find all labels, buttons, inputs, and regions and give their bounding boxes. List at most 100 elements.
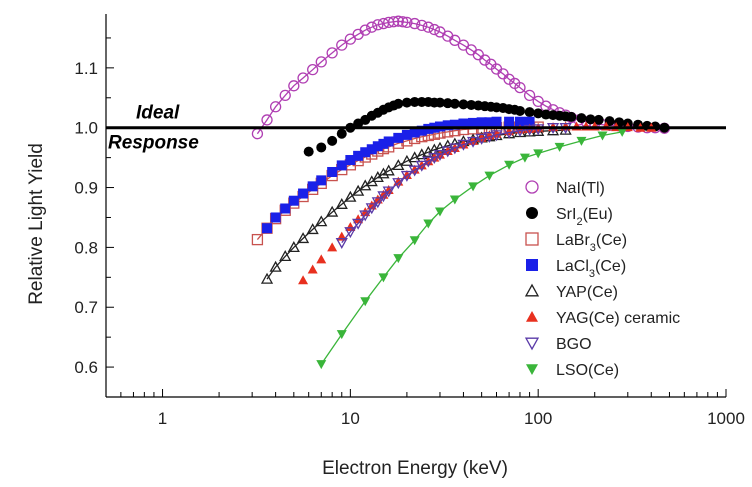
- point-lacl3-ce: [353, 150, 364, 161]
- point-yap-ce: [377, 167, 390, 179]
- point-lso-ce: [393, 254, 404, 264]
- point-lso-ce: [617, 127, 628, 137]
- point-bgo: [352, 218, 365, 230]
- y-tick-label: 1.1: [74, 59, 98, 78]
- point-lacl3-ce: [366, 144, 377, 155]
- point-bgo: [382, 186, 395, 198]
- y-tick-label: 1.0: [74, 119, 98, 138]
- point-bgo: [365, 203, 378, 215]
- point-yap-ce: [392, 159, 405, 171]
- point-nai-tl: [288, 80, 300, 92]
- point-nai-tl: [279, 89, 291, 102]
- point-lacl3-ce: [468, 117, 479, 128]
- point-bgo: [532, 124, 545, 136]
- point-sri2-eu: [593, 114, 604, 125]
- point-yag-ce-ceramic: [298, 275, 309, 285]
- point-sri2-eu: [303, 146, 314, 157]
- point-lacl3-ce: [409, 127, 420, 138]
- point-sri2-eu: [576, 113, 587, 124]
- point-nai-tl: [392, 15, 404, 27]
- point-yap-ce: [296, 232, 310, 244]
- point-bgo: [523, 124, 536, 136]
- point-nai-tl: [307, 64, 319, 76]
- point-yap-ce: [269, 260, 282, 272]
- ideal-response-label-line2: Response: [108, 133, 199, 154]
- point-lacl3-ce: [345, 155, 356, 166]
- data-marks: [251, 15, 671, 370]
- point-lso-ce: [533, 149, 544, 159]
- point-lacl3-ce: [458, 118, 469, 129]
- point-lso-ce: [597, 131, 608, 141]
- point-bgo: [490, 130, 503, 142]
- y-axis-title: Relative Light Yield: [26, 143, 47, 305]
- point-nai-tl: [372, 19, 384, 31]
- point-lso-ce: [519, 153, 530, 163]
- legend-marker-labr3-ce: [525, 232, 539, 246]
- point-bgo: [359, 210, 372, 222]
- point-lacl3-ce: [416, 125, 427, 136]
- legend-item-nai-tl: NaI(Tl): [525, 180, 605, 197]
- point-sri2-eu: [458, 99, 469, 110]
- point-lacl3-ce: [288, 195, 299, 206]
- legend-item-lacl3-ce: LaCl3(Ce): [526, 258, 626, 280]
- y-tick-label: 0.8: [74, 238, 98, 257]
- point-nai-tl: [297, 72, 309, 84]
- point-yap-ce: [382, 164, 395, 176]
- point-lacl3-ce: [491, 116, 502, 127]
- legend-marker-lacl3-ce: [526, 259, 538, 271]
- point-lacl3-ce: [372, 141, 383, 152]
- point-bgo: [483, 132, 496, 144]
- point-yap-ce: [344, 190, 357, 202]
- point-sri2-eu: [566, 111, 577, 122]
- legend-item-lso-ce: LSO(Ce): [526, 362, 619, 379]
- point-lacl3-ce: [504, 116, 515, 127]
- point-yag-ce-ceramic: [316, 254, 327, 264]
- legend-item-labr3-ce: LaBr3(Ce): [525, 232, 627, 254]
- point-lso-ce: [504, 160, 515, 170]
- point-nai-tl: [326, 47, 338, 59]
- point-lacl3-ce: [316, 175, 327, 186]
- series-lacl3-ce: [262, 116, 535, 234]
- point-lso-ce: [378, 273, 389, 283]
- point-nai-tl: [401, 16, 413, 29]
- point-lacl3-ce: [393, 132, 404, 143]
- legend-label-labr3-ce: LaBr3(Ce): [556, 232, 627, 254]
- legend-item-sri2-eu: SrI2(Eu): [526, 206, 613, 228]
- legend-marker-lso-ce: [526, 364, 538, 375]
- legend-item-bgo: BGO: [524, 336, 592, 353]
- point-lso-ce: [554, 142, 565, 152]
- point-lso-ce: [468, 182, 479, 192]
- point-nai-tl: [428, 23, 440, 36]
- point-sri2-eu: [449, 98, 460, 109]
- point-lacl3-ce: [280, 203, 291, 214]
- point-lacl3-ce: [401, 129, 412, 140]
- point-lso-ce: [423, 219, 434, 229]
- point-yap-ce: [287, 241, 300, 253]
- y-tick-label: 0.7: [74, 298, 98, 317]
- point-sri2-eu: [316, 142, 327, 153]
- fit-line-lso-ce: [320, 131, 623, 365]
- point-yap-ce: [315, 215, 328, 227]
- x-tick-label: 10: [341, 409, 360, 428]
- point-lso-ce: [484, 171, 495, 181]
- point-yap-ce: [400, 154, 414, 166]
- x-tick-label: 100: [524, 409, 552, 428]
- point-bgo: [441, 146, 454, 158]
- point-lacl3-ce: [442, 120, 453, 131]
- point-bgo: [457, 139, 470, 151]
- legend-label-bgo: BGO: [556, 336, 592, 353]
- point-yap-ce: [352, 184, 365, 196]
- legend-marker-sri2-eu: [526, 207, 538, 219]
- y-tick-label: 0.9: [74, 179, 98, 198]
- point-sri2-eu: [533, 108, 544, 119]
- point-lacl3-ce: [383, 136, 394, 147]
- point-nai-tl: [315, 56, 327, 68]
- point-bgo: [415, 160, 428, 172]
- point-lso-ce: [409, 236, 420, 246]
- point-bgo: [422, 156, 435, 168]
- point-lacl3-ce: [476, 117, 487, 128]
- point-lacl3-ce: [307, 181, 318, 192]
- point-yap-ce: [279, 250, 292, 262]
- point-yap-ce: [326, 205, 339, 217]
- point-lso-ce: [316, 360, 327, 370]
